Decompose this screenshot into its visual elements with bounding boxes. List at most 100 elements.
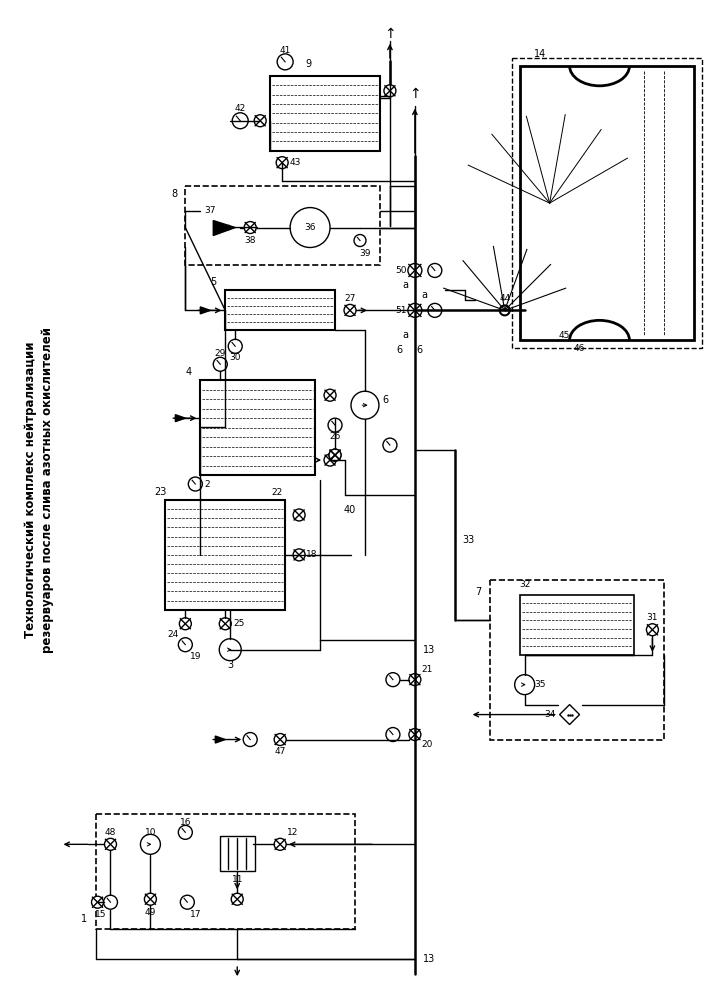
Text: 49: 49	[145, 908, 156, 917]
Text: 8: 8	[171, 189, 177, 199]
Circle shape	[293, 509, 305, 521]
Text: 4: 4	[185, 367, 192, 377]
Bar	[512, 58, 702, 348]
Text: 15: 15	[95, 910, 106, 919]
Text: 19: 19	[189, 652, 201, 661]
Text: 41: 41	[279, 46, 291, 55]
Circle shape	[219, 618, 231, 630]
Text: 24: 24	[168, 630, 179, 639]
Text: 44: 44	[499, 294, 510, 303]
Circle shape	[354, 235, 366, 246]
Text: ↑: ↑	[409, 87, 421, 101]
Circle shape	[91, 896, 103, 908]
Circle shape	[232, 113, 248, 129]
Text: 48: 48	[105, 828, 116, 837]
Circle shape	[141, 834, 160, 854]
Polygon shape	[175, 415, 185, 422]
Text: 34: 34	[544, 710, 555, 719]
Circle shape	[188, 477, 202, 491]
Text: 16: 16	[180, 818, 191, 827]
Text: 14: 14	[534, 49, 546, 59]
Circle shape	[329, 449, 341, 461]
Text: 21: 21	[421, 665, 433, 674]
Bar	[95, 814, 355, 929]
Circle shape	[214, 357, 227, 371]
Text: 25: 25	[233, 619, 245, 628]
Circle shape	[324, 389, 336, 401]
Circle shape	[228, 339, 243, 353]
Text: 42: 42	[235, 104, 246, 113]
Circle shape	[277, 54, 293, 70]
Text: резервуаров после слива азотных окислителей: резервуаров после слива азотных окислите…	[41, 327, 54, 653]
Text: 32: 32	[520, 580, 531, 589]
Circle shape	[408, 303, 422, 317]
Circle shape	[178, 638, 192, 652]
Bar	[520, 595, 634, 655]
Text: 7: 7	[476, 587, 481, 597]
Bar	[185, 186, 380, 265]
Circle shape	[329, 449, 341, 461]
Text: 51: 51	[395, 306, 407, 315]
Circle shape	[324, 454, 336, 466]
Circle shape	[103, 895, 117, 909]
Text: 6: 6	[382, 395, 388, 405]
Text: 17: 17	[189, 910, 201, 919]
Bar	[226, 290, 335, 330]
Circle shape	[276, 157, 288, 169]
Circle shape	[351, 391, 379, 419]
Text: 26: 26	[329, 432, 341, 441]
Text: 9: 9	[305, 59, 312, 69]
Circle shape	[328, 418, 342, 432]
Circle shape	[105, 838, 117, 850]
Circle shape	[384, 85, 396, 97]
Circle shape	[255, 115, 266, 127]
Text: 20: 20	[421, 740, 433, 749]
Text: 2: 2	[204, 480, 210, 489]
Text: Технологический комплекс нейтрализации: Технологический комплекс нейтрализации	[24, 342, 37, 638]
Circle shape	[219, 639, 241, 661]
Circle shape	[231, 893, 243, 905]
Text: 31: 31	[647, 613, 658, 622]
Polygon shape	[200, 307, 210, 314]
Text: ↑: ↑	[384, 27, 396, 41]
Bar	[165, 500, 285, 610]
Circle shape	[144, 893, 156, 905]
Text: 1: 1	[81, 914, 88, 924]
Circle shape	[500, 305, 510, 315]
Text: 29: 29	[215, 349, 226, 358]
Bar	[520, 66, 694, 340]
Text: a: a	[422, 290, 428, 300]
Text: 11: 11	[231, 875, 243, 884]
Text: 36: 36	[304, 223, 316, 232]
Text: 5: 5	[210, 277, 216, 287]
Circle shape	[274, 734, 286, 746]
Bar	[270, 76, 380, 151]
Text: 30: 30	[230, 353, 241, 362]
Text: 6: 6	[417, 345, 423, 355]
Polygon shape	[215, 736, 226, 743]
Circle shape	[646, 624, 658, 636]
Text: 35: 35	[534, 680, 545, 689]
Text: 38: 38	[245, 236, 256, 245]
Circle shape	[274, 838, 286, 850]
Circle shape	[515, 675, 534, 695]
Circle shape	[409, 729, 421, 741]
Text: 37: 37	[204, 206, 216, 215]
Text: 13: 13	[423, 954, 435, 964]
Text: 50: 50	[395, 266, 407, 275]
Circle shape	[386, 728, 400, 742]
Text: 18: 18	[306, 550, 318, 559]
Circle shape	[180, 618, 192, 630]
Text: a: a	[402, 330, 408, 340]
Circle shape	[428, 263, 442, 277]
Circle shape	[408, 263, 422, 277]
Text: 6: 6	[397, 345, 403, 355]
Circle shape	[344, 304, 356, 316]
Circle shape	[178, 825, 192, 839]
Text: 39: 39	[359, 249, 370, 258]
Circle shape	[428, 303, 442, 317]
Text: a: a	[402, 280, 408, 290]
Circle shape	[383, 438, 397, 452]
Circle shape	[244, 222, 256, 234]
Text: 12: 12	[288, 828, 299, 837]
